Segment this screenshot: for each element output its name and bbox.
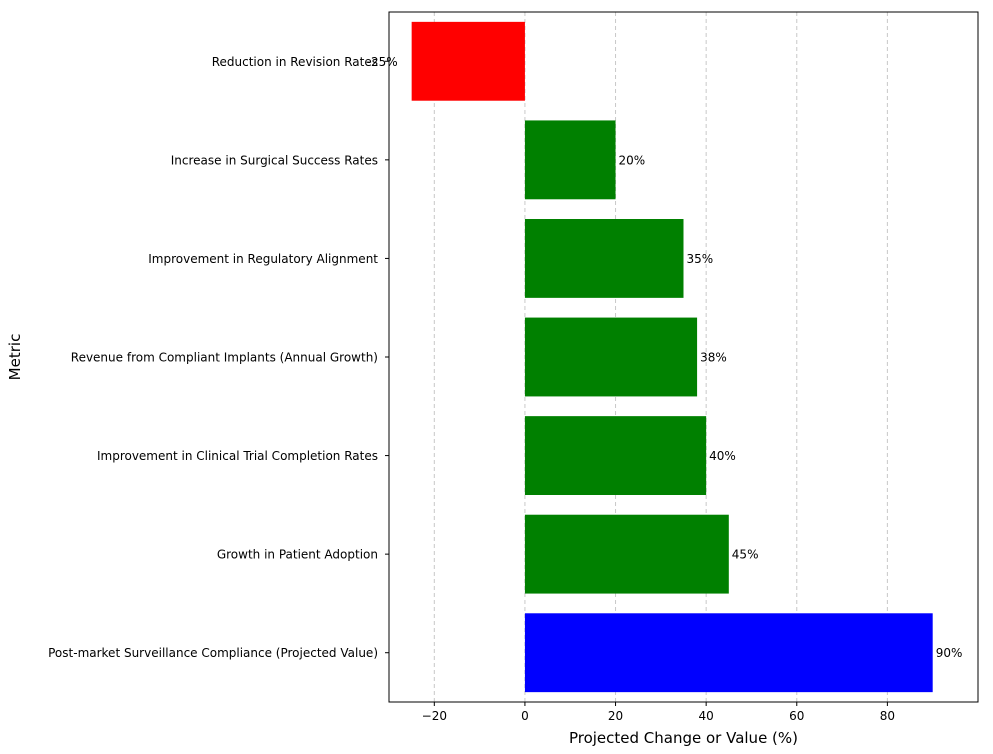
bar-data-label: 40% — [709, 449, 736, 463]
bar — [524, 317, 698, 397]
x-tick-label: 20 — [608, 709, 623, 723]
y-tick-label: Growth in Patient Adoption — [217, 548, 378, 562]
bar-data-label: 20% — [619, 153, 646, 167]
y-tick-label: Post-market Surveillance Compliance (Pro… — [48, 646, 378, 660]
x-tick-label: 40 — [699, 709, 714, 723]
y-tick-label: Improvement in Regulatory Alignment — [148, 252, 378, 266]
bar — [524, 514, 729, 594]
y-axis: Reduction in Revision Rates Increase in S… — [48, 55, 389, 660]
bar-data-label: 45% — [732, 548, 759, 562]
y-tick-label: Revenue from Compliant Implants (Annual … — [71, 351, 378, 365]
x-tick-label: 80 — [880, 709, 895, 723]
y-tick-label: Increase in Surgical Success Rates — [171, 153, 378, 167]
x-axis-title: Projected Change or Value (%) — [569, 729, 798, 747]
y-tick-label: Improvement in Clinical Trial Completion… — [97, 449, 378, 463]
x-tick-label: 0 — [521, 709, 529, 723]
bar — [524, 416, 707, 495]
x-axis: −20 0 20 40 60 80 — [422, 702, 895, 723]
data-labels-layer: -25% 20% 35% 38% 40% 45% 90% — [367, 55, 963, 660]
bar — [524, 219, 684, 298]
y-axis-title: Metric — [6, 334, 24, 381]
bars-layer — [411, 21, 933, 693]
x-tick-label: −20 — [422, 709, 447, 723]
bar-data-label: 35% — [687, 252, 714, 266]
bar-data-label: 90% — [936, 646, 963, 660]
bar — [524, 613, 933, 693]
bar — [411, 21, 525, 101]
bar-data-label: 38% — [700, 351, 727, 365]
y-tick-label: Reduction in Revision Rates — [212, 55, 378, 69]
x-tick-label: 60 — [789, 709, 804, 723]
bar-data-label: -25% — [367, 55, 398, 69]
bar — [524, 120, 616, 200]
